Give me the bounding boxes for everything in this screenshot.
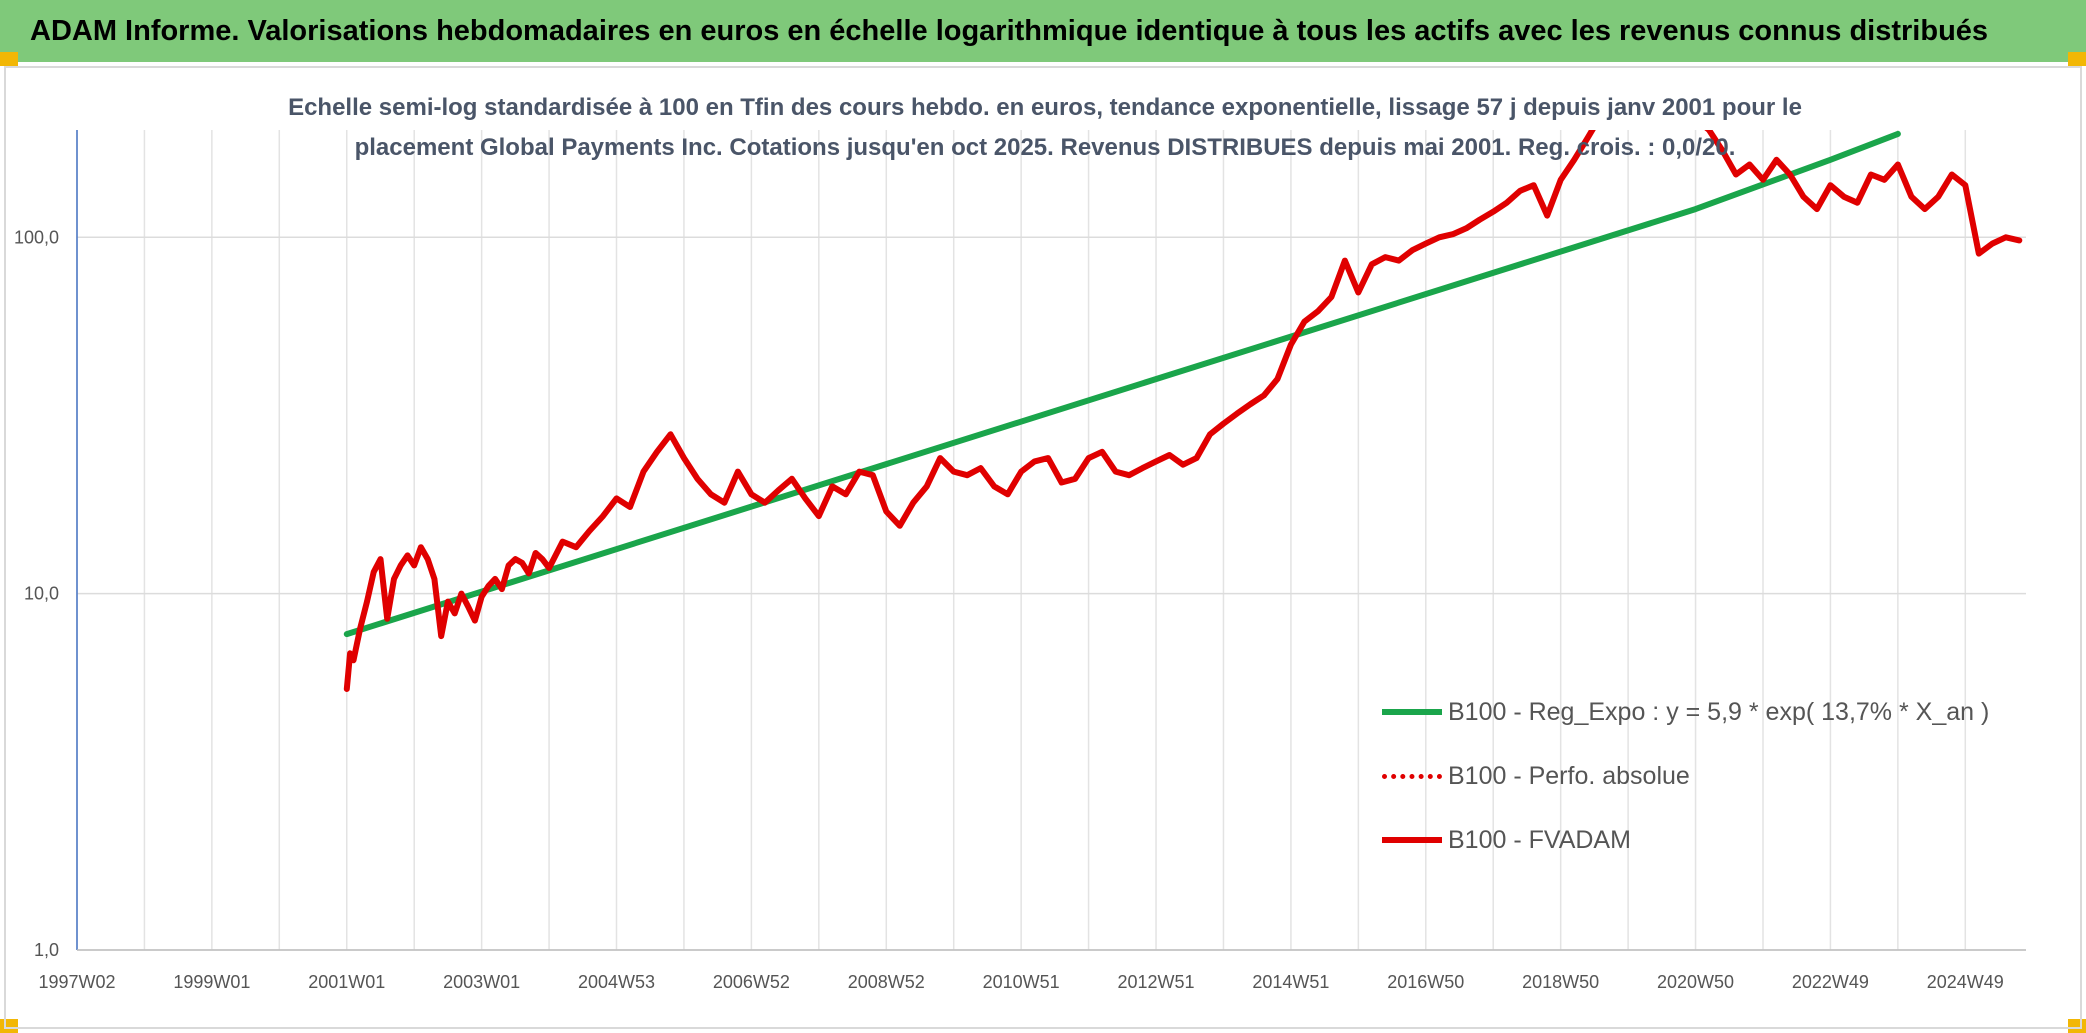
x-tick-label: 2020W50	[1657, 972, 1734, 992]
series-fvadam-line	[343, 130, 2023, 692]
series-regression-line	[343, 130, 1901, 638]
legend-swatch-absolute	[1382, 773, 1442, 779]
x-tick-label: 2024W49	[1927, 972, 2004, 992]
legend-label-regression: B100 - Reg_Expo : y = 5,9 * exp( 13,7% *…	[1448, 697, 1990, 726]
x-tick-label: 2022W49	[1792, 972, 1869, 992]
x-tick-label: 2003W01	[443, 972, 520, 992]
legend-item-regression: B100 - Reg_Expo : y = 5,9 * exp( 13,7% *…	[1382, 680, 1989, 744]
x-tick-label: 2018W50	[1522, 972, 1599, 992]
report-title: ADAM Informe. Valorisations hebdomadaire…	[30, 14, 1989, 47]
x-tick-label: 2004W53	[578, 972, 655, 992]
x-tick-label: 2006W52	[713, 972, 790, 992]
chart-subtitle: Echelle semi-log standardisée à 100 en T…	[288, 94, 1802, 161]
y-tick-label: 1,0	[34, 940, 59, 960]
legend-label-fvadam: B100 - FVADAM	[1448, 825, 1631, 854]
chart-area-border	[4, 66, 2082, 1029]
x-tick-label: 2010W51	[983, 972, 1060, 992]
x-tick-label: 1999W01	[173, 972, 250, 992]
legend-item-fvadam: B100 - FVADAM	[1382, 808, 1989, 872]
chart-legend: B100 - Reg_Expo : y = 5,9 * exp( 13,7% *…	[1382, 680, 1989, 872]
x-tick-label: 2016W50	[1387, 972, 1464, 992]
x-tick-label: 2008W52	[848, 972, 925, 992]
x-tick-label: 2001W01	[308, 972, 385, 992]
report-title-banner: ADAM Informe. Valorisations hebdomadaire…	[0, 0, 2086, 62]
x-tick-label: 2012W51	[1117, 972, 1194, 992]
corner-marker-top-left	[0, 52, 18, 66]
y-tick-label: 10,0	[24, 584, 59, 604]
legend-swatch-regression	[1382, 709, 1442, 715]
legend-item-absolute: B100 - Perfo. absolue	[1382, 744, 1989, 808]
corner-marker-top-right	[2068, 52, 2086, 66]
x-tick-label: 1997W02	[38, 972, 115, 992]
y-tick-label: 100,0	[14, 227, 59, 247]
x-tick-label: 2014W51	[1252, 972, 1329, 992]
legend-label-absolute: B100 - Perfo. absolue	[1448, 761, 1690, 790]
legend-swatch-fvadam	[1382, 837, 1442, 843]
